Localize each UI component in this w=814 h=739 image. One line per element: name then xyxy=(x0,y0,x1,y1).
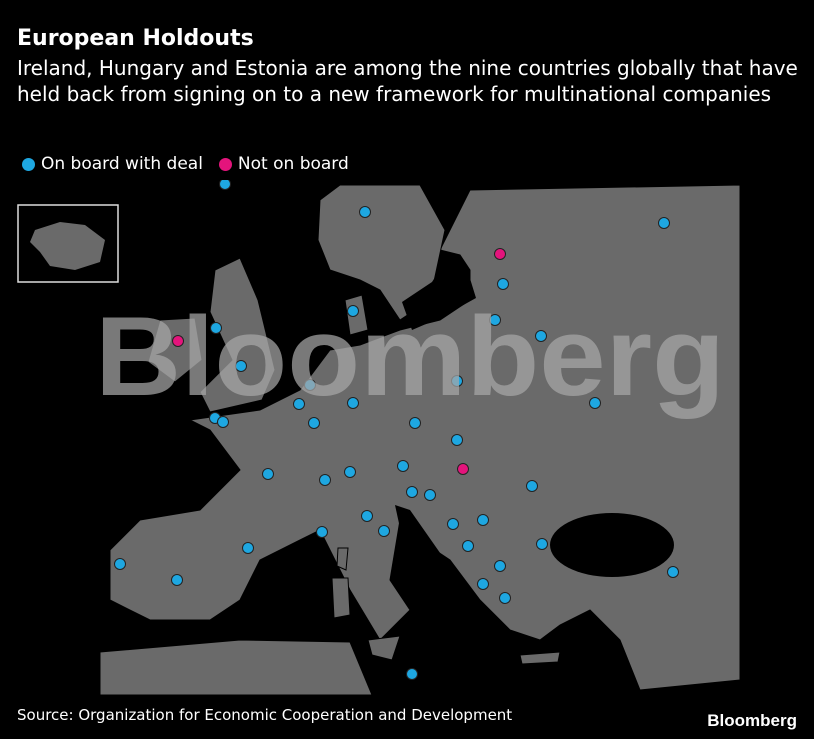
country-marker xyxy=(667,566,679,578)
source: Source: Organization for Economic Cooper… xyxy=(17,706,513,724)
legend-item: On board with deal xyxy=(22,154,203,174)
watermark: Bloomberg xyxy=(95,294,725,419)
crete xyxy=(519,651,561,665)
country-marker xyxy=(497,278,509,290)
black-sea xyxy=(550,513,674,577)
legend-label: Not on board xyxy=(237,154,349,174)
legend-item: Not on board xyxy=(218,154,349,174)
country-marker xyxy=(262,468,274,480)
country-marker xyxy=(477,578,489,590)
country-marker xyxy=(359,206,371,218)
legend-swatch xyxy=(22,157,35,171)
country-marker xyxy=(451,375,463,387)
north-africa xyxy=(99,639,373,696)
baltic-sea xyxy=(402,262,476,330)
markers xyxy=(114,180,679,680)
ireland xyxy=(147,317,203,383)
legend-label: On board with deal xyxy=(41,154,203,174)
country-marker xyxy=(171,574,183,586)
country-marker xyxy=(344,466,356,478)
country-marker xyxy=(217,416,229,428)
country-marker xyxy=(406,668,418,680)
inset-frame xyxy=(17,204,119,283)
country-marker xyxy=(114,558,126,570)
country-marker xyxy=(235,360,247,372)
country-marker xyxy=(347,397,359,409)
country-marker xyxy=(406,486,418,498)
country-marker xyxy=(210,322,222,334)
country-marker xyxy=(658,217,670,229)
country-marker xyxy=(494,560,506,572)
country-marker xyxy=(536,538,548,550)
country-marker xyxy=(494,248,506,260)
country-marker xyxy=(477,514,489,526)
country-marker xyxy=(361,510,373,522)
country-marker xyxy=(409,417,421,429)
country-marker xyxy=(172,335,184,347)
country-marker xyxy=(457,463,469,475)
legend: On board with deal Not on board xyxy=(22,154,349,174)
country-marker xyxy=(489,314,501,326)
country-marker xyxy=(219,180,231,190)
land xyxy=(99,184,741,696)
country-marker xyxy=(293,398,305,410)
country-marker xyxy=(535,330,547,342)
sardinia xyxy=(331,577,351,619)
country-marker xyxy=(316,526,328,538)
country-marker xyxy=(447,518,459,530)
scandinavia xyxy=(317,184,446,321)
iceland xyxy=(30,222,105,270)
sicily xyxy=(367,635,401,661)
corsica xyxy=(336,547,349,571)
country-marker xyxy=(462,540,474,552)
country-marker xyxy=(424,489,436,501)
country-marker xyxy=(499,592,511,604)
country-marker xyxy=(308,417,320,429)
map: Bloomberg xyxy=(17,180,741,696)
title: European Holdouts xyxy=(17,26,254,51)
country-marker xyxy=(378,525,390,537)
seas xyxy=(395,262,674,577)
country-marker xyxy=(397,460,409,472)
country-marker xyxy=(347,305,359,317)
country-marker xyxy=(319,474,331,486)
country-marker xyxy=(589,397,601,409)
adriatic-sea xyxy=(395,505,445,572)
country-marker xyxy=(451,434,463,446)
country-marker xyxy=(526,480,538,492)
legend-swatch xyxy=(218,157,232,171)
subtitle: Ireland, Hungary and Estonia are among t… xyxy=(17,56,798,106)
country-marker xyxy=(242,542,254,554)
great-britain xyxy=(199,257,276,413)
logo: Bloomberg xyxy=(707,711,797,730)
country-marker xyxy=(304,379,316,391)
